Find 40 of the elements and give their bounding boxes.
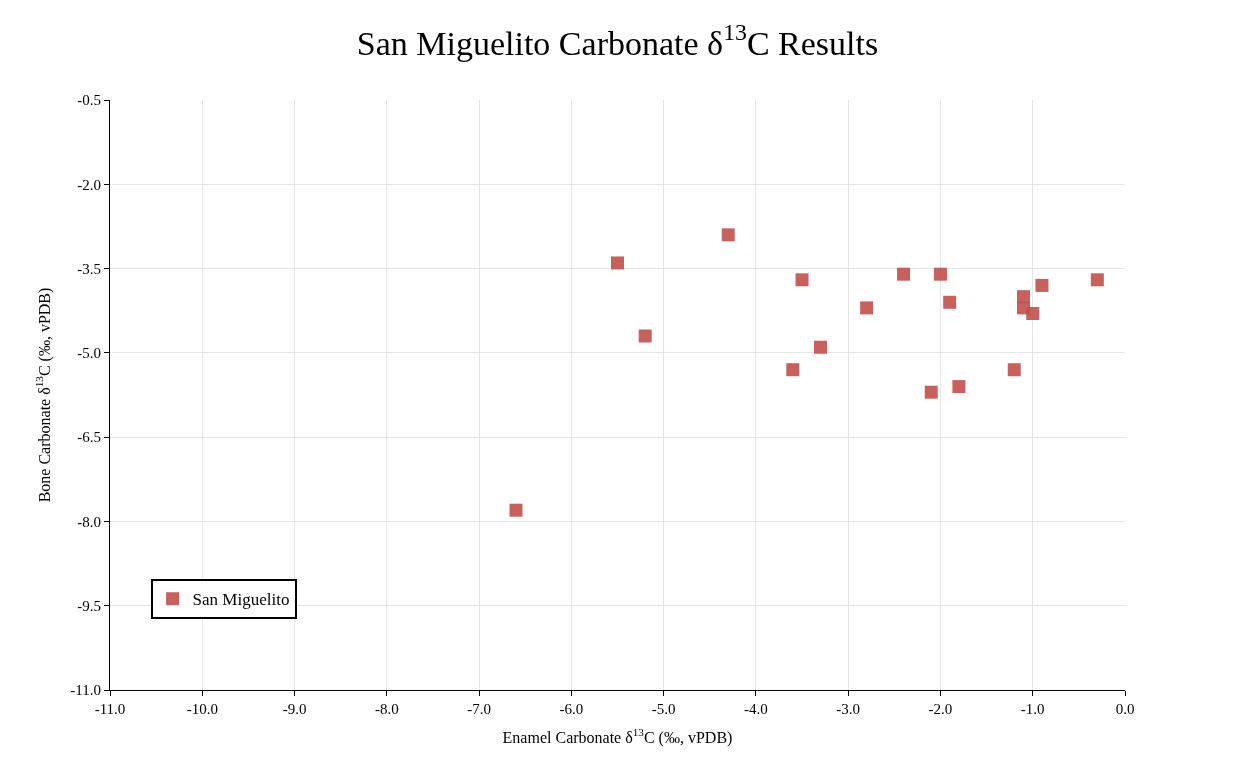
point	[611, 256, 624, 270]
point	[860, 301, 874, 315]
point	[897, 267, 911, 281]
x-tick-label: -7.0	[467, 701, 491, 717]
y-tick-label: -5.0	[77, 345, 101, 362]
point	[1026, 307, 1040, 321]
point	[924, 385, 938, 399]
x-tick-label: -4.0	[744, 701, 768, 717]
chart-title: San Miguelito Carbonate δ$^{13}$C Results	[356, 19, 879, 62]
x-tick-label: -2.0	[928, 701, 953, 717]
x-tick-label: -8.0	[374, 701, 399, 717]
x-tick-label: -5.0	[651, 701, 676, 717]
point	[638, 329, 652, 343]
x-tick-label: -10.0	[186, 701, 218, 717]
x-tick-label: -9.0	[282, 701, 307, 717]
point	[943, 295, 957, 309]
y-tick-label: -9.5	[77, 597, 101, 614]
x-tick-label: -6.0	[559, 701, 584, 717]
y-tick-label: -2.0	[77, 176, 101, 193]
point	[1090, 273, 1104, 287]
x-tick-label: -1.0	[1020, 701, 1045, 717]
point	[721, 228, 735, 242]
y-tick-label: -0.5	[77, 92, 101, 109]
x-tick-label: 0.0	[1115, 701, 1135, 717]
y-tick-label: -8.0	[77, 513, 101, 530]
point	[786, 363, 800, 377]
point	[814, 340, 827, 354]
point	[795, 273, 809, 287]
y-tick-label: -6.5	[77, 429, 101, 446]
y-tick-label: -11.0	[70, 682, 101, 699]
x-tick-label: -11.0	[94, 701, 126, 717]
point	[933, 267, 947, 281]
x-axis-title: Enamel Carbonate δ$^{13}$C (‰, vPDB)	[502, 725, 733, 747]
point	[1035, 278, 1049, 292]
point	[1007, 363, 1021, 377]
point	[952, 380, 966, 394]
legend-label: San Miguelito	[192, 590, 290, 610]
x-tick-label: -3.0	[836, 701, 861, 717]
y-tick-label: -3.5	[77, 260, 101, 277]
point	[509, 503, 523, 517]
